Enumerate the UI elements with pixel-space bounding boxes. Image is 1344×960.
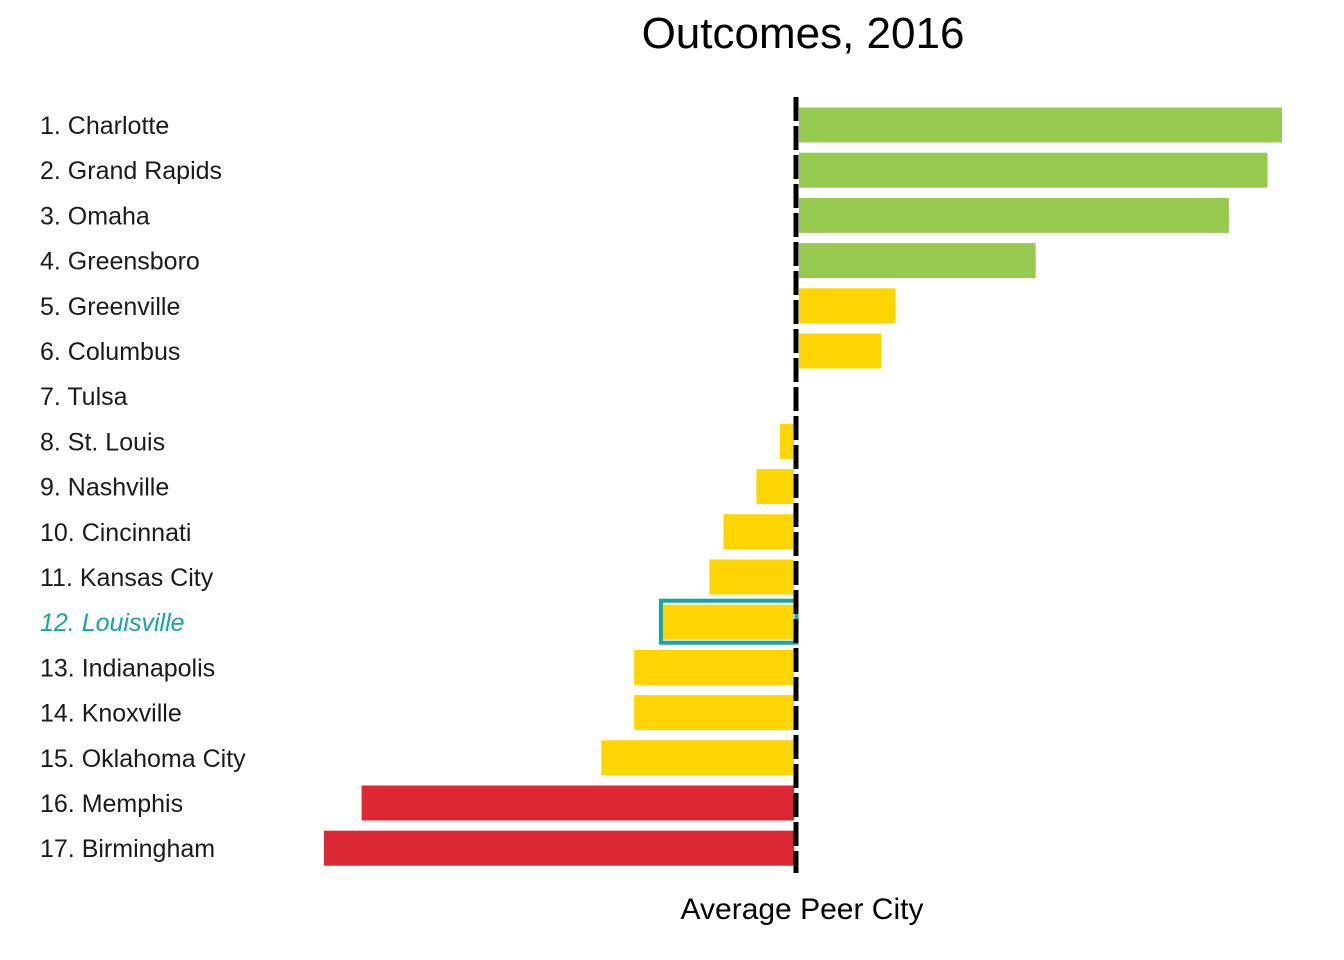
bar-memphis	[361, 785, 794, 821]
bar-greensboro	[799, 243, 1036, 279]
x-axis-label: Average Peer City	[681, 893, 924, 926]
bar-cincinnati	[723, 514, 794, 550]
label-tulsa: 7. Tulsa	[40, 383, 128, 411]
bar-kansas-city	[709, 559, 794, 595]
label-birmingham: 17. Birmingham	[40, 835, 215, 863]
label-greensboro: 4. Greensboro	[40, 248, 200, 276]
label-omaha: 3. Omaha	[40, 202, 150, 230]
bar-birmingham	[324, 830, 794, 866]
bar-greenville	[799, 288, 896, 324]
bar-st-louis	[779, 423, 794, 459]
label-oklahoma-city: 15. Oklahoma City	[40, 745, 246, 773]
bar-omaha	[799, 197, 1229, 233]
label-greenville: 5. Greenville	[40, 293, 180, 321]
label-columbus: 6. Columbus	[40, 338, 180, 366]
city-labels: 1. Charlotte 2. Grand Rapids 3. Omaha 4. Gr…	[40, 112, 246, 863]
bar-columbus	[799, 333, 882, 369]
bar-louisville	[662, 604, 794, 640]
bar-indianapolis	[634, 649, 794, 685]
label-indianapolis: 13. Indianapolis	[40, 654, 215, 682]
bar-oklahoma-city	[601, 740, 794, 776]
label-grand-rapids: 2. Grand Rapids	[40, 157, 222, 185]
bars-layer	[324, 107, 1282, 866]
label-memphis: 16. Memphis	[40, 790, 183, 818]
label-charlotte: 1. Charlotte	[40, 112, 169, 140]
bar-knoxville	[634, 695, 794, 731]
label-louisville: 12. Louisville	[40, 609, 185, 637]
bar-grand-rapids	[799, 152, 1268, 188]
label-cincinnati: 10. Cincinnati	[40, 519, 191, 547]
label-kansas-city: 11. Kansas City	[40, 564, 214, 592]
label-knoxville: 14. Knoxville	[40, 700, 182, 728]
label-st-louis: 8. St. Louis	[40, 428, 165, 456]
bar-charlotte	[799, 107, 1282, 143]
label-nashville: 9. Nashville	[40, 474, 169, 502]
chart-title: Outcomes, 2016	[642, 9, 965, 58]
bar-nashville	[756, 469, 794, 505]
